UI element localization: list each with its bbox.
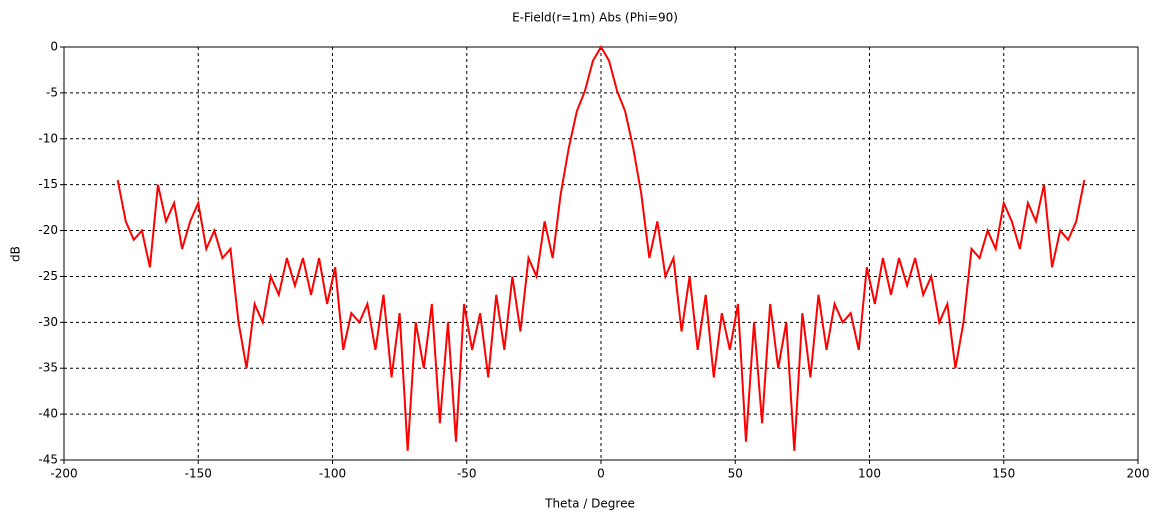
y-tick-label: -30 (38, 315, 58, 329)
x-tick-label: 100 (858, 467, 881, 481)
x-axis-label: Theta / Degree (544, 497, 635, 511)
x-tick-label: -100 (319, 467, 346, 481)
y-tick-label: -35 (38, 361, 58, 375)
x-tick-label: -200 (50, 467, 77, 481)
y-tick-label: -15 (38, 177, 58, 191)
x-tick-label: -50 (457, 467, 477, 481)
y-tick-label: -45 (38, 453, 58, 467)
y-tick-label: -5 (46, 85, 58, 99)
y-tick-label: -20 (38, 223, 58, 237)
x-tick-label: 150 (992, 467, 1015, 481)
y-axis-label: dB (9, 246, 23, 262)
data-line (116, 45, 1086, 451)
x-tick-label: -150 (185, 467, 212, 481)
x-tick-label: 50 (728, 467, 743, 481)
y-tick-label: 0 (50, 40, 58, 54)
chart-title: E-Field(r=1m) Abs (Phi=90) (512, 11, 678, 25)
y-tick-label: -10 (38, 131, 58, 145)
x-tick-label: 0 (597, 467, 605, 481)
y-tick-label: -25 (38, 269, 58, 283)
x-tick-label: 200 (1127, 467, 1150, 481)
y-tick-label: -40 (38, 407, 58, 421)
